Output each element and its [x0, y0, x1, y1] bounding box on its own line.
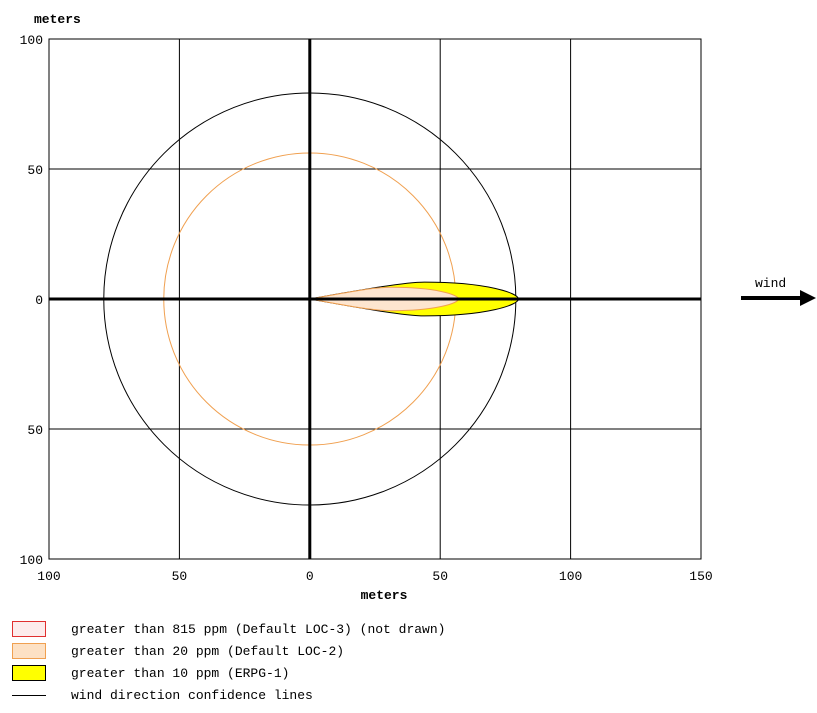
legend-label: greater than 815 ppm (Default LOC-3) (no… [71, 621, 446, 637]
plot-area: 100 50 0 50 100 150 100 50 0 50 100 [20, 33, 713, 584]
wind-indicator: wind [741, 276, 816, 306]
x-axis-title: meters [361, 588, 408, 603]
x-tick-label: 0 [306, 569, 314, 584]
legend-item: greater than 20 ppm (Default LOC-2) [12, 640, 445, 662]
x-tick-label: 100 [559, 569, 582, 584]
legend-item: greater than 10 ppm (ERPG-1) [12, 662, 445, 684]
x-tick-label: 100 [37, 569, 60, 584]
legend-label: greater than 10 ppm (ERPG-1) [71, 665, 290, 681]
y-tick-label: 100 [20, 553, 43, 568]
legend-item: wind direction confidence lines [12, 684, 445, 706]
x-tick-label: 50 [432, 569, 448, 584]
wind-label: wind [755, 276, 786, 291]
threat-zone-plot: meters 100 50 0 50 100 150 100 50 0 50 100 wind me… [20, 12, 816, 603]
y-tick-label: 50 [27, 163, 43, 178]
legend-swatch [12, 621, 46, 637]
y-tick-label: 50 [27, 423, 43, 438]
legend-item: greater than 815 ppm (Default LOC-3) (no… [12, 618, 445, 640]
x-tick-label: 50 [172, 569, 188, 584]
x-tick-label: 150 [689, 569, 712, 584]
y-axis-title: meters [34, 12, 81, 27]
legend-swatch [12, 643, 46, 659]
legend: greater than 815 ppm (Default LOC-3) (no… [12, 618, 445, 706]
legend-line-swatch [12, 694, 46, 696]
wind-arrow-icon [800, 290, 816, 306]
legend-swatch [12, 665, 46, 681]
y-tick-label: 0 [35, 293, 43, 308]
legend-label: wind direction confidence lines [71, 687, 313, 703]
y-tick-label: 100 [20, 33, 43, 48]
legend-label: greater than 20 ppm (Default LOC-2) [71, 643, 345, 659]
